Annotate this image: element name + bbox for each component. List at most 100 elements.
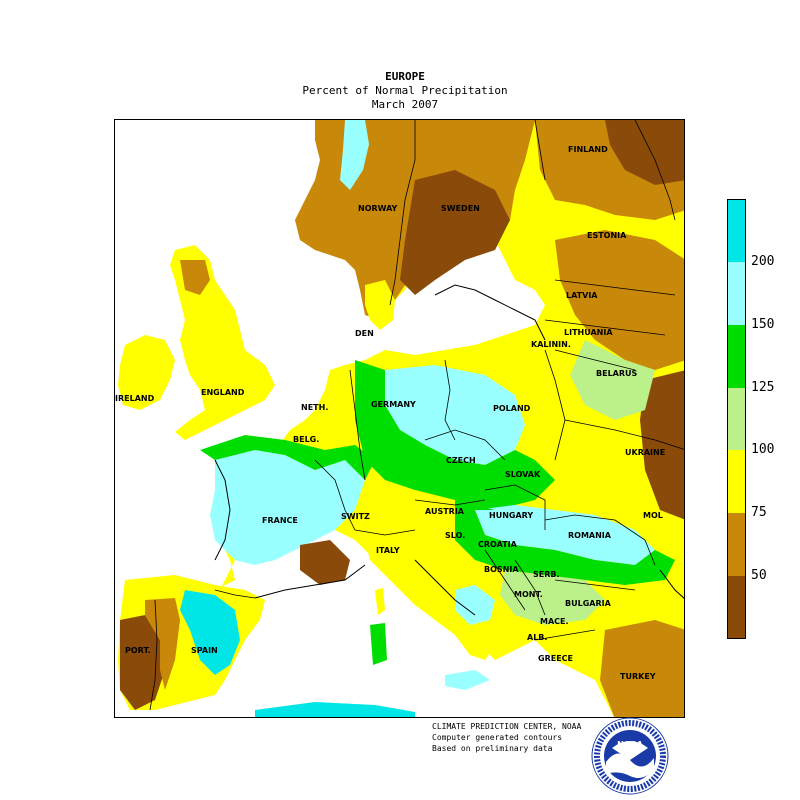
label-italy: ITALY [376, 546, 400, 555]
label-greece: GREECE [538, 654, 573, 663]
legend-band-below-50 [728, 576, 745, 638]
zone-dry-finland-east [605, 120, 684, 185]
legend-tick-50: 50 [751, 568, 767, 583]
land-denmark [365, 280, 395, 330]
noaa-logo-text: NOAA [617, 740, 643, 749]
zone-wet-north-sea [340, 120, 375, 190]
border-italy-alps [354, 529, 416, 536]
zone-dry-belarus-east [640, 370, 684, 520]
label-czech: CZECH [446, 456, 476, 465]
border-hungary [484, 484, 546, 530]
label-poland: POLAND [493, 404, 531, 413]
precipitation-map: FINLAND NORWAY SWEDEN ESTONIA LATVIA LIT… [114, 119, 685, 718]
border-sweden-norway [389, 120, 416, 306]
legend-band-75-100 [728, 450, 745, 513]
label-slovak: SLOVAK [505, 470, 541, 479]
land-ireland [118, 335, 175, 410]
label-kalinin: KALININ. [531, 340, 571, 349]
map-region-title: EUROPE [385, 70, 425, 83]
zone-wet-south-bottom [255, 702, 415, 717]
label-estonia: ESTONIA [587, 231, 627, 240]
label-sweden: SWEDEN [441, 204, 480, 213]
zone-wet-balkans [455, 585, 495, 625]
border-ukraine [564, 419, 684, 450]
noaa-logo-icon: NOAA [591, 717, 669, 795]
zone-dry-baltic-east [555, 230, 684, 370]
label-norway: NORWAY [358, 204, 398, 213]
border-latvia-lithuania [544, 319, 666, 336]
zone-light-green-balkans [500, 570, 605, 625]
label-mace: MACE. [540, 617, 569, 626]
label-lithuania: LITHUANIA [564, 328, 613, 337]
legend-band-150-200 [728, 262, 745, 325]
zone-green-romania [455, 500, 675, 585]
credits-data-note: Based on preliminary data [432, 744, 553, 753]
label-port: PORT. [125, 646, 151, 655]
label-serb: SERB. [533, 570, 560, 579]
label-slo: SLO. [445, 531, 466, 540]
coast-mediterranean [254, 564, 366, 599]
zone-dry-iberia-ring [145, 598, 180, 690]
label-romania: ROMANIA [568, 531, 611, 540]
label-mol: MOL [643, 511, 663, 520]
label-neth: NETH. [301, 403, 329, 412]
coast-black-sea [659, 569, 684, 599]
border-lithuania-belarus [554, 349, 636, 371]
label-hungary: HUNGARY [489, 511, 534, 520]
label-belarus: BELARUS [596, 369, 638, 378]
zone-wet-poland [385, 365, 525, 465]
zone-green-france [200, 435, 375, 480]
legend-band-125-150 [728, 325, 745, 388]
land-corsica [375, 588, 385, 615]
legend-band-50-75 [728, 513, 745, 576]
legend-tick-100: 100 [751, 442, 775, 457]
border-serbia [514, 559, 546, 616]
legend-tick-125: 125 [751, 380, 775, 395]
border-bulgaria [554, 579, 636, 591]
land-italy [365, 540, 495, 660]
map-period-title: March 2007 [371, 98, 439, 111]
label-switz: SWITZ [341, 512, 370, 521]
map-title-block: EUROPE Percent of Normal Precipitation M… [0, 70, 800, 112]
zone-dry-sweden [400, 170, 510, 295]
legend-tick-150: 150 [751, 317, 775, 332]
label-belg: BELG. [293, 435, 320, 444]
border-romania [544, 514, 656, 566]
precipitation-legend [727, 199, 746, 639]
coast-adriatic [414, 559, 476, 616]
zone-dry-alps-south [300, 540, 350, 585]
label-germany: GERMANY [371, 400, 416, 409]
map-canvas [118, 120, 684, 717]
legend-tick-75: 75 [751, 505, 767, 520]
label-turkey: TURKEY [620, 672, 656, 681]
country-borders [149, 120, 684, 711]
border-balkans [484, 549, 526, 611]
land-sardinia [370, 623, 387, 665]
border-sweden-finland [534, 120, 546, 181]
border-greece [534, 629, 596, 641]
label-ireland: IRELAND [115, 394, 155, 403]
label-croatia: CROATIA [478, 540, 517, 549]
label-spain: SPAIN [191, 646, 218, 655]
credits-block: CLIMATE PREDICTION CENTER, NOAA Computer… [432, 721, 581, 754]
label-england: ENGLAND [201, 388, 245, 397]
label-france: FRANCE [262, 516, 298, 525]
zone-wet-romania [475, 505, 655, 565]
label-den: DEN [355, 329, 374, 338]
legend-band-200-plus [728, 200, 745, 262]
zone-dry-norway-n [365, 120, 415, 180]
zone-dry-uk [180, 260, 210, 295]
label-finland: FINLAND [568, 145, 608, 154]
zone-light-green-baltic [570, 340, 655, 420]
border-finland-russia [634, 120, 676, 221]
border-poland-east [544, 349, 566, 461]
border-poland-west [444, 359, 456, 441]
credits-method: Computer generated contours [432, 733, 563, 742]
border-germany-west [349, 369, 366, 481]
border-spain-portugal [149, 599, 158, 711]
border-austria [414, 499, 486, 506]
border-spain-france [214, 589, 256, 599]
border-baltic [554, 279, 676, 296]
land-sicily [445, 670, 490, 690]
zone-wet-france [210, 450, 365, 565]
